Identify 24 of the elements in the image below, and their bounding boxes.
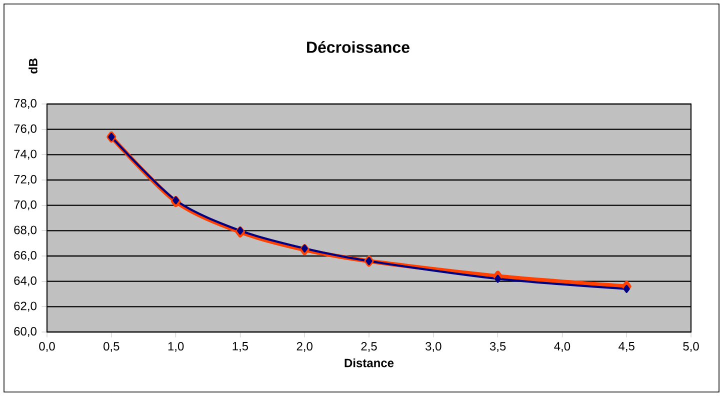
y-tick-label: 74,0 <box>14 150 36 160</box>
x-tick-label: 2,5 <box>361 342 377 352</box>
x-axis-title: Distance <box>344 358 394 368</box>
x-tick-label: 3,5 <box>490 342 506 352</box>
y-tick-label: 66,0 <box>14 251 36 261</box>
y-tick-label: 64,0 <box>14 276 36 286</box>
y-tick-label: 72,0 <box>14 175 36 185</box>
y-tick-label: 60,0 <box>14 327 36 337</box>
x-tick-label: 1,0 <box>168 342 184 352</box>
chart-title: Décroissance <box>307 41 410 53</box>
y-tick-label: 62,0 <box>14 302 36 312</box>
y-axis-title: dB <box>28 58 38 74</box>
y-tick-label: 78,0 <box>14 99 36 109</box>
x-tick-label: 4,0 <box>554 342 570 352</box>
x-tick-label: 5,0 <box>683 342 699 352</box>
y-tick-label: 68,0 <box>14 226 36 236</box>
x-tick-label: 1,5 <box>232 342 248 352</box>
x-tick-label: 2,0 <box>296 342 312 352</box>
y-tick-label: 76,0 <box>14 124 36 134</box>
x-tick-label: 0,0 <box>39 342 55 352</box>
y-tick-label: 70,0 <box>14 200 36 210</box>
x-tick-label: 0,5 <box>104 342 120 352</box>
x-tick-label: 4,5 <box>618 342 634 352</box>
x-tick-label: 3,0 <box>426 342 442 352</box>
